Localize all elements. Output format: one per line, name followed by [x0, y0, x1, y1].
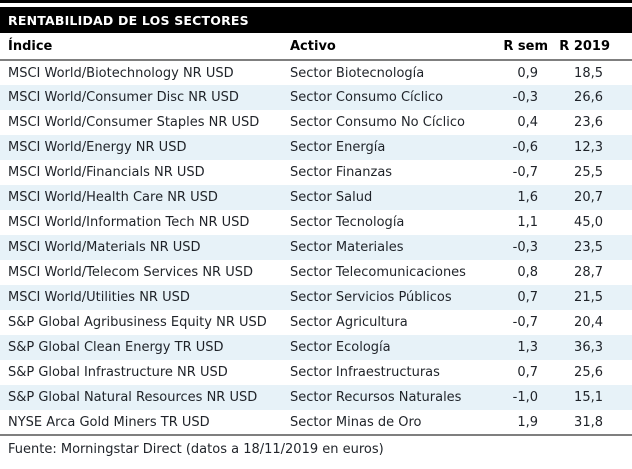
cell-r-2019: 21,5: [574, 290, 603, 305]
cell-activo: Sector Biotecnología: [290, 65, 425, 81]
cell-r-sem: 1,6: [517, 190, 538, 205]
cell-activo: Sector Ecología: [290, 340, 391, 355]
cell-r-sem: 0,7: [517, 290, 538, 305]
cell-indice: S&P Global Agribusiness Equity NR USD: [8, 315, 267, 330]
cell-r-sem: -0,3: [512, 90, 538, 105]
cell-r-sem: 1,1: [517, 215, 538, 230]
table-header-row: Índice Activo R sem R 2019: [0, 33, 632, 61]
table-row: S&P Global Clean Energy TR USD Sector Ec…: [0, 335, 632, 360]
cell-indice: MSCI World/Telecom Services NR USD: [8, 265, 254, 280]
cell-r-sem: -1,0: [512, 390, 538, 405]
column-header-r-2019: R 2019: [550, 33, 632, 61]
cell-r-sem: 0,7: [517, 365, 538, 380]
cell-r-sem: 1,9: [517, 414, 538, 430]
cell-indice: MSCI World/Health Care NR USD: [8, 190, 218, 205]
table-row: MSCI World/Telecom Services NR USD Secto…: [0, 260, 632, 285]
cell-indice: MSCI World/Materials NR USD: [8, 240, 201, 255]
cell-r-2019: 28,7: [574, 265, 603, 280]
cell-r-sem: -0,7: [512, 315, 538, 330]
cell-indice: MSCI World/Consumer Disc NR USD: [8, 90, 239, 105]
cell-activo: Sector Recursos Naturales: [290, 390, 462, 405]
cell-r-2019: 20,7: [574, 190, 603, 205]
source-note: Fuente: Morningstar Direct (datos a 18/1…: [8, 442, 384, 457]
cell-indice: MSCI World/Utilities NR USD: [8, 290, 190, 305]
cell-indice: MSCI World/Financials NR USD: [8, 165, 205, 180]
cell-activo: Sector Salud: [290, 190, 373, 205]
table-header: Índice Activo R sem R 2019: [0, 33, 632, 61]
cell-r-sem: 1,3: [517, 340, 538, 355]
cell-r-sem: -0,7: [512, 165, 538, 180]
column-header-r-sem: R sem: [490, 33, 550, 61]
table-row: S&P Global Natural Resources NR USD Sect…: [0, 385, 632, 410]
cell-activo: Sector Materiales: [290, 240, 404, 255]
sectors-table: Índice Activo R sem R 2019 MSCI World/Bi…: [0, 33, 632, 436]
table-row: NYSE Arca Gold Miners TR USD Sector Mina…: [0, 410, 632, 435]
cell-r-2019: 12,3: [574, 140, 603, 155]
cell-r-2019: 20,4: [574, 315, 603, 330]
cell-r-2019: 31,8: [574, 414, 603, 430]
cell-indice: MSCI World/Consumer Staples NR USD: [8, 115, 260, 130]
cell-r-2019: 36,3: [574, 340, 603, 355]
cell-r-sem: 0,8: [517, 265, 538, 280]
cell-r-sem: 0,9: [517, 65, 538, 81]
table-row: MSCI World/Biotechnology NR USD Sector B…: [0, 60, 632, 85]
cell-indice: MSCI World/Biotechnology NR USD: [8, 65, 234, 81]
cell-r-2019: 15,1: [574, 390, 603, 405]
table-row: MSCI World/Health Care NR USD Sector Sal…: [0, 185, 632, 210]
cell-activo: Sector Servicios Públicos: [290, 290, 452, 305]
table-row: S&P Global Agribusiness Equity NR USD Se…: [0, 310, 632, 335]
cell-r-sem: -0,6: [512, 140, 538, 155]
cell-r-sem: -0,3: [512, 240, 538, 255]
table-row: S&P Global Infrastructure NR USD Sector …: [0, 360, 632, 385]
cell-indice: NYSE Arca Gold Miners TR USD: [8, 414, 210, 430]
table-row: MSCI World/Information Tech NR USD Secto…: [0, 210, 632, 235]
cell-indice: MSCI World/Information Tech NR USD: [8, 215, 250, 230]
column-header-activo: Activo: [290, 33, 490, 61]
cell-indice: S&P Global Natural Resources NR USD: [8, 390, 258, 405]
table-row: MSCI World/Consumer Staples NR USD Secto…: [0, 110, 632, 135]
cell-r-2019: 18,5: [574, 65, 603, 81]
table-row: MSCI World/Consumer Disc NR USD Sector C…: [0, 85, 632, 110]
cell-r-2019: 23,5: [574, 240, 603, 255]
cell-activo: Sector Infraestructuras: [290, 365, 440, 380]
cell-r-2019: 45,0: [574, 215, 603, 230]
cell-activo: Sector Agricultura: [290, 315, 408, 330]
cell-activo: Sector Telecomunicaciones: [290, 265, 466, 280]
cell-indice: MSCI World/Energy NR USD: [8, 140, 187, 155]
cell-r-2019: 25,6: [574, 365, 603, 380]
table-row: MSCI World/Energy NR USD Sector Energía …: [0, 135, 632, 160]
cell-indice: S&P Global Clean Energy TR USD: [8, 340, 224, 355]
cell-activo: Sector Finanzas: [290, 165, 393, 180]
cell-r-2019: 26,6: [574, 90, 603, 105]
cell-r-sem: 0,4: [517, 115, 538, 130]
table-row: MSCI World/Materials NR USD Sector Mater…: [0, 235, 632, 260]
cell-activo: Sector Energía: [290, 140, 386, 155]
cell-activo: Sector Consumo Cíclico: [290, 90, 444, 105]
cell-r-2019: 23,6: [574, 115, 603, 130]
top-divider-bar: [0, 0, 632, 3]
cell-indice: S&P Global Infrastructure NR USD: [8, 365, 228, 380]
cell-r-2019: 25,5: [574, 165, 603, 180]
cell-activo: Sector Tecnología: [290, 215, 405, 230]
table-body: MSCI World/Biotechnology NR USD Sector B…: [0, 60, 632, 435]
table-title-bar: RENTABILIDAD DE LOS SECTORES: [0, 7, 632, 33]
cell-activo: Sector Consumo No Cíclico: [290, 115, 465, 130]
table-row: MSCI World/Financials NR USD Sector Fina…: [0, 160, 632, 185]
column-header-indice: Índice: [0, 33, 290, 61]
table-row: MSCI World/Utilities NR USD Sector Servi…: [0, 285, 632, 310]
cell-activo: Sector Minas de Oro: [290, 414, 422, 430]
table-title: RENTABILIDAD DE LOS SECTORES: [8, 12, 249, 28]
